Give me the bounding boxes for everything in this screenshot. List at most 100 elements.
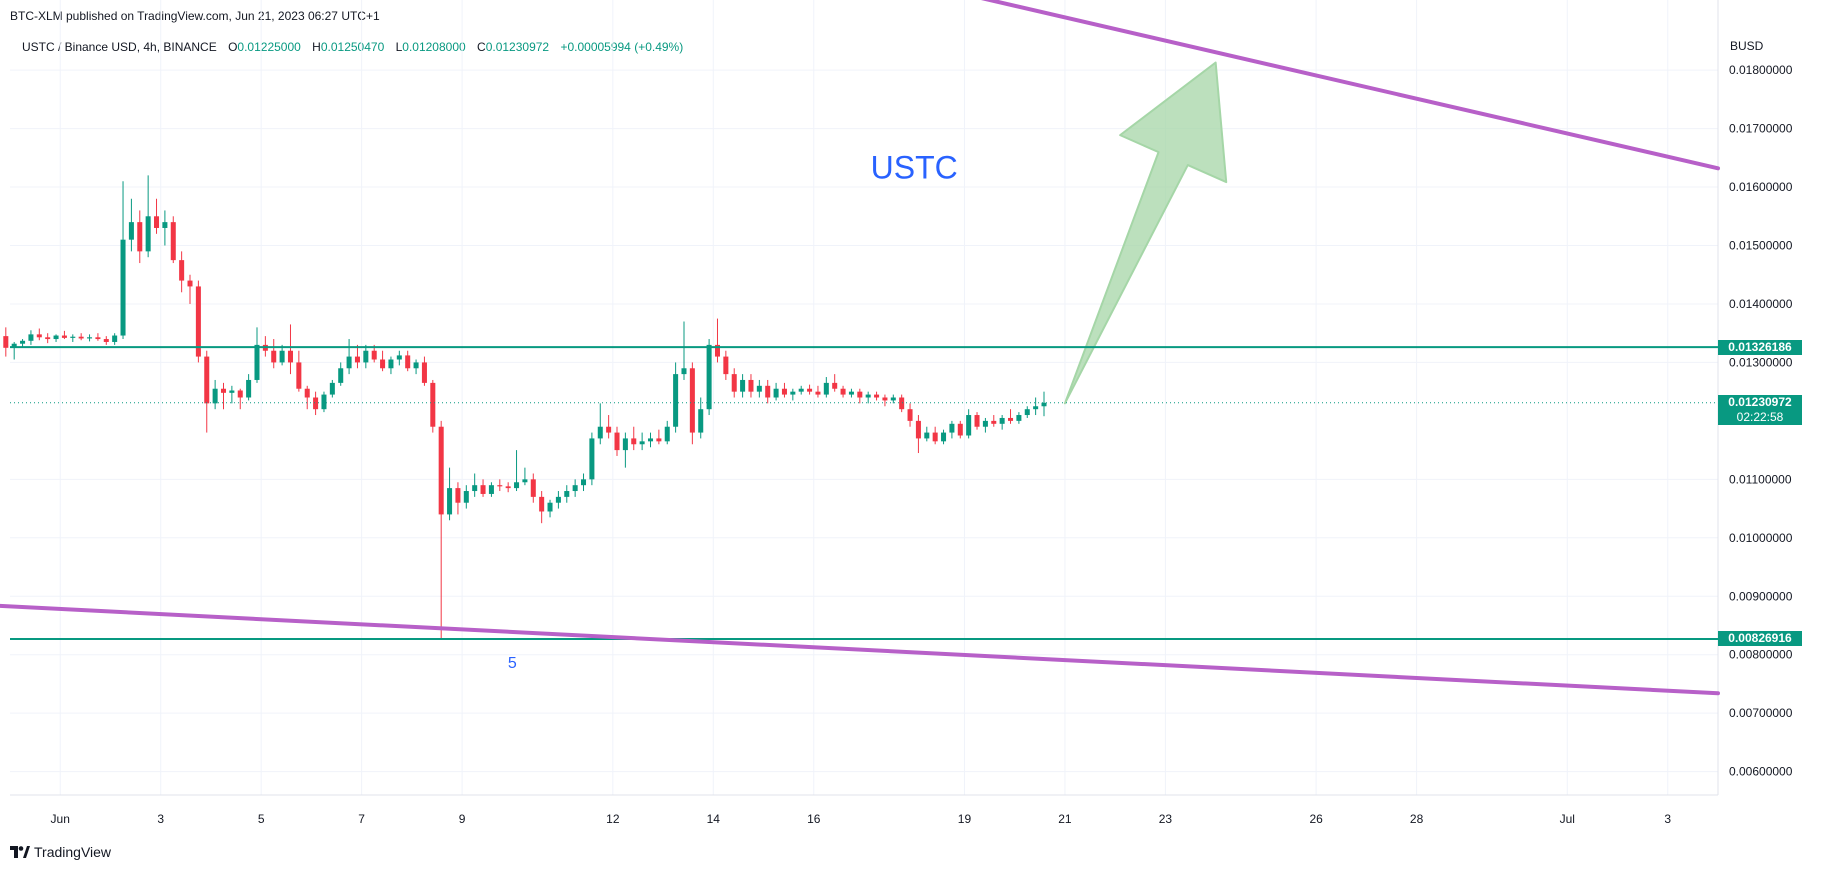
candle xyxy=(36,328,42,341)
candle-body xyxy=(522,479,528,483)
ohlc-legend: USTC / Binance USD, 4h, BINANCE O0.01225… xyxy=(22,40,683,54)
projection-arrow[interactable] xyxy=(1063,61,1228,405)
candle-body xyxy=(363,350,369,363)
candle xyxy=(514,450,520,492)
time-tick-label: Jul xyxy=(1560,812,1575,826)
time-tick-label: 26 xyxy=(1309,812,1323,826)
candle xyxy=(781,382,787,398)
candle-body xyxy=(179,260,185,281)
time-tick-label: Jun xyxy=(51,812,70,826)
candle-body xyxy=(304,388,310,398)
low-label: L xyxy=(395,40,403,54)
open-value: 0.01225000 xyxy=(237,40,301,54)
candle xyxy=(421,356,427,386)
candle-body xyxy=(589,438,595,480)
candle xyxy=(714,318,720,363)
candle-body xyxy=(154,216,160,228)
candle xyxy=(338,362,344,386)
candle-body xyxy=(371,350,377,360)
candle xyxy=(681,321,687,380)
candle xyxy=(11,341,17,360)
candle-body xyxy=(957,423,963,436)
candle-body xyxy=(907,409,913,421)
candle xyxy=(1008,409,1014,424)
price-tick-label: 0.01100000 xyxy=(1729,472,1792,486)
tradingview-footer[interactable]: TradingView xyxy=(10,844,111,860)
candle xyxy=(95,333,101,341)
candle-body xyxy=(656,438,662,442)
time-tick-label: 12 xyxy=(606,812,620,826)
candle xyxy=(706,339,712,416)
candle xyxy=(195,280,201,363)
candle-body xyxy=(1024,409,1030,416)
candle xyxy=(631,426,637,451)
candle-body xyxy=(1016,415,1022,421)
price-tick-label: 0.01600000 xyxy=(1729,180,1793,194)
candle-body xyxy=(581,479,587,486)
candle xyxy=(572,479,578,497)
time-tick-label: 21 xyxy=(1058,812,1072,826)
low-value: 0.01208000 xyxy=(402,40,466,54)
trendline[interactable] xyxy=(964,0,1720,171)
candle xyxy=(848,388,854,398)
candle-body xyxy=(388,359,394,369)
time-tick-label: 7 xyxy=(358,812,365,826)
candle xyxy=(287,324,293,375)
candle-body xyxy=(220,388,227,393)
candle xyxy=(61,330,67,340)
open-label: O xyxy=(228,40,238,54)
candle xyxy=(455,482,461,515)
candle-body xyxy=(137,222,143,252)
candle xyxy=(497,479,503,492)
candle-body xyxy=(1033,406,1039,410)
count-annotation[interactable]: 5 xyxy=(508,655,517,672)
tradingview-logo-icon xyxy=(10,846,30,858)
bar-countdown-tag: 02:22:58 xyxy=(1718,410,1802,426)
candle-body xyxy=(145,216,151,252)
candle-body xyxy=(237,390,243,398)
currency-label[interactable]: BUSD xyxy=(1730,39,1764,53)
chart-title-annotation[interactable]: USTC xyxy=(871,149,958,185)
candle xyxy=(756,379,762,398)
symbol-label[interactable]: USTC / Binance USD, 4h, BINANCE xyxy=(22,40,217,54)
candle-body xyxy=(714,344,720,357)
candle xyxy=(798,385,804,395)
trendline[interactable] xyxy=(0,603,1720,696)
candle xyxy=(597,403,603,445)
price-tick-label: 0.01300000 xyxy=(1729,355,1793,369)
candle-body xyxy=(991,420,997,424)
candle-body xyxy=(497,485,503,487)
candle xyxy=(304,385,310,410)
candle-body xyxy=(832,382,838,389)
candle-body xyxy=(162,222,168,228)
candle xyxy=(1033,397,1039,416)
candle xyxy=(949,420,955,439)
candle xyxy=(522,467,528,486)
candle xyxy=(505,482,511,493)
candle-body xyxy=(689,368,695,433)
candle xyxy=(70,334,76,342)
candle-body xyxy=(313,397,319,410)
candle-body xyxy=(807,388,813,392)
candle-body xyxy=(840,388,846,395)
candle xyxy=(463,485,469,509)
drawing-lines xyxy=(0,0,1720,696)
candle xyxy=(1041,391,1047,417)
candle xyxy=(689,362,695,445)
candle-body xyxy=(848,391,854,395)
candle xyxy=(145,175,151,258)
candle-body xyxy=(1041,402,1047,407)
candle-body xyxy=(614,432,620,451)
candle-body xyxy=(748,379,754,392)
candle-body xyxy=(631,438,637,445)
candle xyxy=(790,388,796,401)
candle xyxy=(832,374,838,392)
candle xyxy=(581,473,587,492)
candle xyxy=(865,391,871,404)
candle xyxy=(472,473,478,497)
candle-body xyxy=(95,337,101,340)
candle-body xyxy=(647,438,654,442)
candle-body xyxy=(287,350,293,363)
candle-body xyxy=(61,335,67,338)
